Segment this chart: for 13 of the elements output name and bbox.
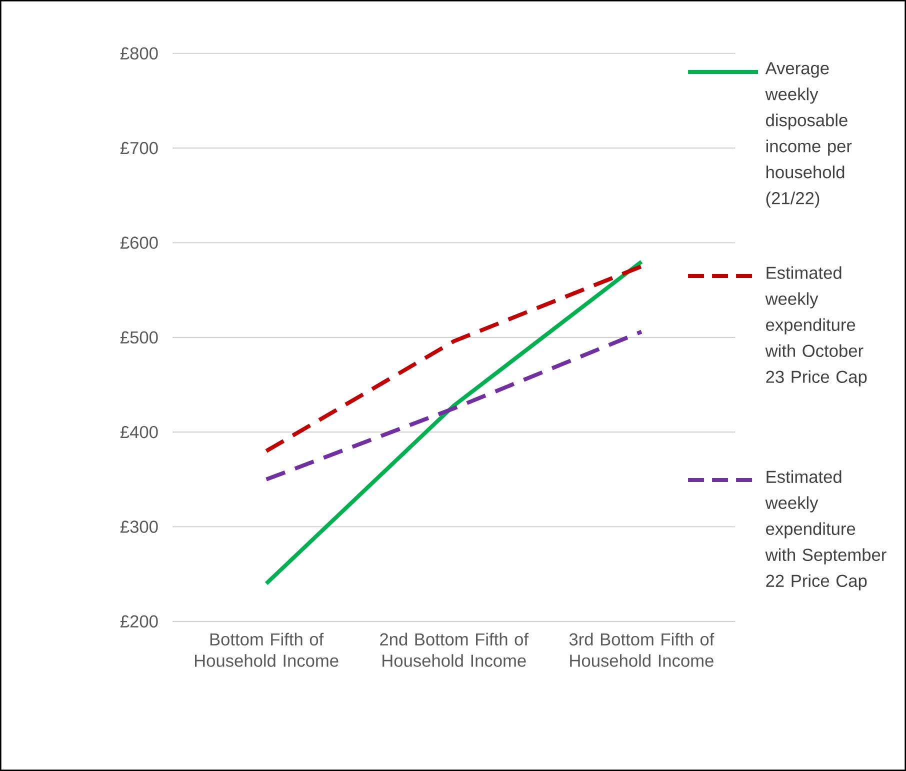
y-tick-label: £600 [120, 236, 158, 249]
legend-label: Average weekly disposable income per household (21/22) [765, 62, 852, 208]
x-tick-label: 3rd Bottom Fifth of Household Income [569, 632, 714, 667]
y-tick-label: £200 [120, 615, 158, 628]
y-tick-label: £300 [120, 520, 158, 533]
y-tick-label: £400 [120, 426, 158, 438]
x-tick-label: Bottom Fifth of Household Income [194, 632, 338, 667]
y-tick-label: £800 [120, 47, 158, 60]
y-tick-label: £700 [120, 142, 158, 154]
x-tick-label: 2nd Bottom Fifth of Household Income [380, 632, 529, 667]
legend-label: Estimated weekly expenditure with October 23 Price Cap [765, 266, 867, 386]
legend-label: Estimated weekly expenditure with September 22 Price Cap [765, 470, 886, 590]
y-tick-label: £500 [120, 331, 158, 344]
